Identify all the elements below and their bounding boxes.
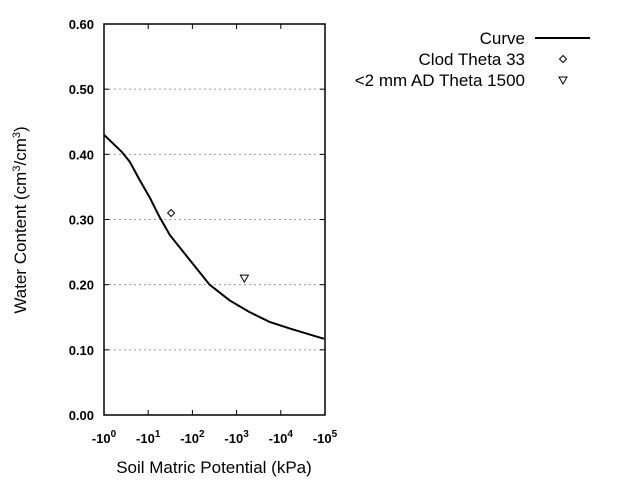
curve-line [103, 134, 325, 340]
y-tick-label: 0.20 [69, 278, 94, 293]
y-tick-label: 0.10 [69, 343, 94, 358]
y-tick-label: 0.60 [69, 17, 94, 32]
x-tick-label: -100 [92, 429, 117, 446]
y-tick-label: 0.00 [69, 408, 94, 423]
legend-label: Curve [480, 29, 525, 48]
y-axis-ticks: 0.00 0.10 0.20 0.30 0.40 0.50 0.60 [69, 17, 325, 423]
y-axis-label: Water Content (cm3/cm3) [11, 126, 30, 313]
x-axis-ticks: -100 -101 -102 -103 -104 -105 [92, 24, 338, 446]
legend-marker-triangle-down [558, 76, 568, 86]
legend: Curve Clod Theta 33 <2 mm AD Theta 1500 [355, 29, 590, 90]
y-tick-label: 0.50 [69, 82, 94, 97]
x-tick-label: -101 [136, 429, 161, 446]
legend-marker-diamond [558, 54, 568, 64]
x-tick-label: -104 [269, 429, 294, 446]
data-point-triangle-down [239, 274, 250, 284]
y-tick-label: 0.40 [69, 147, 94, 162]
x-tick-label: -105 [313, 429, 338, 446]
y-tick-label: 0.30 [69, 213, 94, 228]
x-tick-label: -102 [180, 429, 205, 446]
data-point-diamond [166, 208, 176, 218]
x-tick-label: -103 [224, 429, 249, 446]
x-axis-label: Soil Matric Potential (kPa) [116, 458, 312, 477]
legend-label: Clod Theta 33 [419, 50, 525, 69]
gridlines [104, 88, 325, 351]
legend-label: <2 mm AD Theta 1500 [355, 71, 525, 90]
series-layer [103, 134, 325, 340]
